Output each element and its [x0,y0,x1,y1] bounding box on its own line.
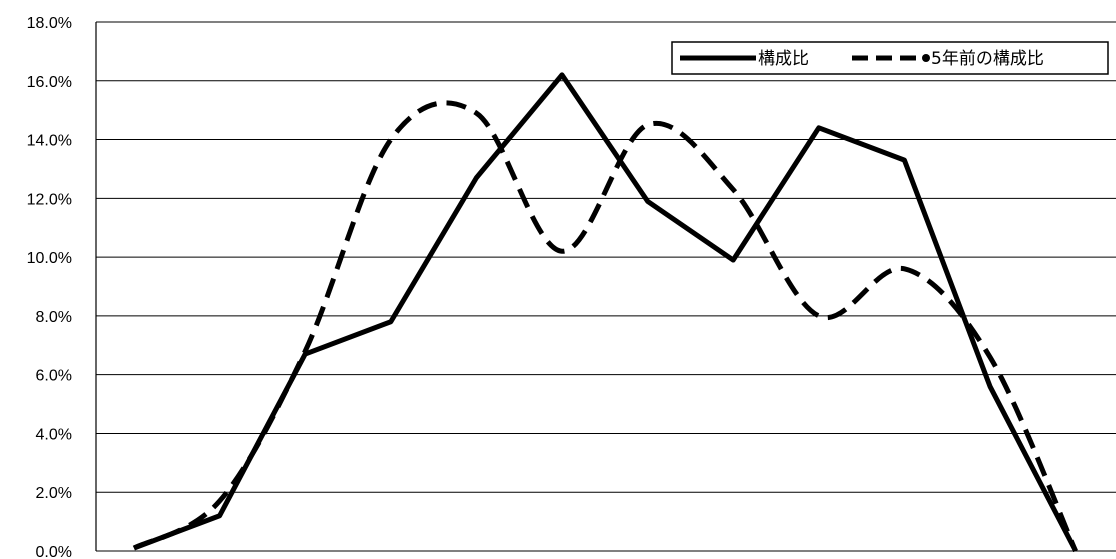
legend-label-series-2: 5年前の構成比 [931,49,1044,69]
series-lines [132,72,1078,553]
series-line-2 [132,100,1078,553]
series-line-1 [133,72,1078,553]
y-tick-label: 18.0% [27,15,72,32]
legend-swatch-marker [922,54,930,62]
y-tick-label: 4.0% [36,426,72,443]
y-tick-label: 2.0% [36,485,72,502]
y-tick-label: 8.0% [36,309,72,326]
y-tick-label: 6.0% [36,368,72,385]
y-tick-label: 10.0% [27,250,72,267]
legend: 構成比 5年前の構成比 [671,41,1109,75]
y-tick-label: 0.0% [36,544,72,559]
legend-label-series-1: 構成比 [758,49,809,69]
y-tick-label: 16.0% [27,74,72,91]
y-axis-tick-labels: 0.0% 2.0% 4.0% 6.0% 8.0% 10.0% 12.0% 14.0% 16.0%… [27,15,72,559]
gridlines [95,21,1116,552]
y-tick-label: 14.0% [27,133,72,150]
y-tick-label: 12.0% [27,191,72,208]
